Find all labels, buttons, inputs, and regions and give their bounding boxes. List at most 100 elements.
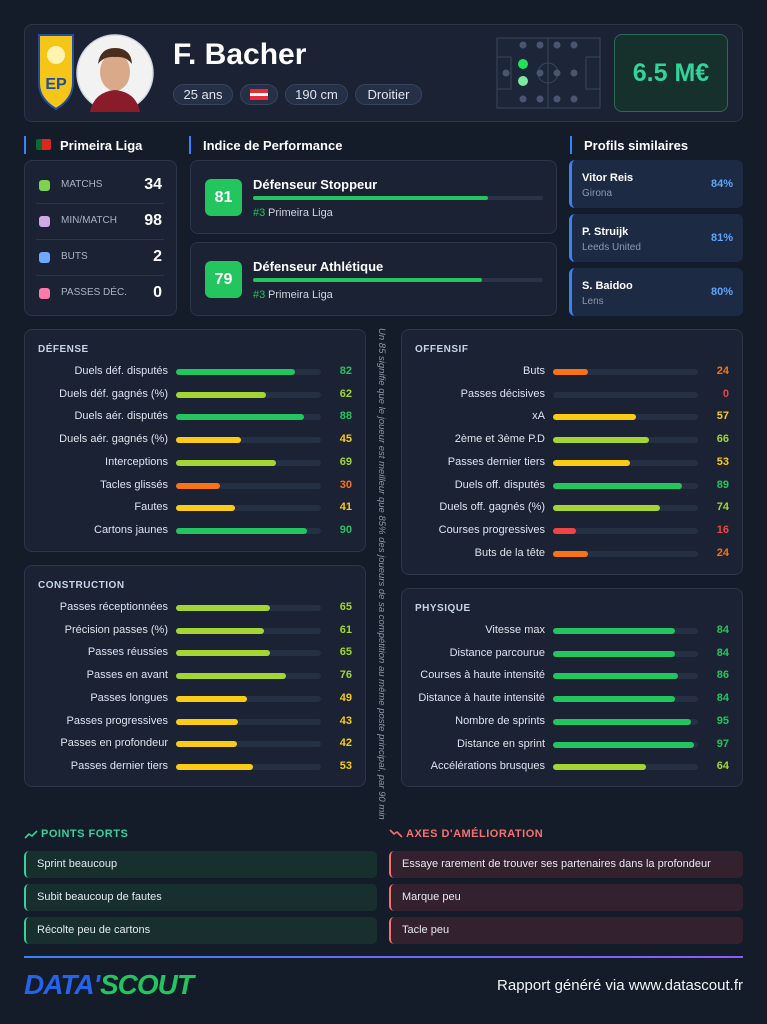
stat-icon — [39, 216, 50, 227]
rank-league: Primeira Liga — [268, 289, 333, 301]
metric-bar — [176, 763, 253, 770]
metric-value: 43 — [339, 714, 352, 727]
tag-chip: 190 cm — [285, 84, 348, 105]
list-icon — [24, 830, 38, 839]
metric-value: 65 — [339, 601, 352, 613]
metric-label: Duels aér. disputés — [74, 410, 168, 423]
metric-label: Duels déf. disputés — [74, 365, 168, 377]
metric-label: Tacles glissés — [100, 478, 168, 491]
metric-bar — [176, 482, 220, 489]
league-flag — [36, 139, 51, 150]
footer-line — [24, 956, 743, 958]
list-item: Essaye rarement de trouver ses partenair… — [389, 851, 743, 878]
role-name: Défenseur Athlétique — [253, 259, 384, 274]
metric-label: Duels off. gagnés (%) — [439, 501, 545, 514]
metric-label: Distance en sprint — [456, 737, 545, 750]
metric-value: 24 — [716, 546, 729, 559]
metric-value: 30 — [339, 478, 352, 491]
metric-value: 45 — [339, 433, 352, 446]
metric-label: Courses à haute intensité — [420, 669, 545, 682]
metric-bar — [553, 628, 675, 634]
stat-value: 34 — [144, 176, 162, 193]
logo-scout: SCOUT — [100, 969, 194, 1000]
metric-track — [176, 505, 321, 512]
similar-match: 84% — [710, 178, 733, 190]
metric-label: Passes dernier tiers — [447, 455, 545, 468]
metric-label: Passes réussies — [87, 646, 168, 659]
metric-bar — [176, 718, 239, 725]
metric-bar — [176, 527, 307, 534]
metric-track — [176, 482, 321, 489]
metric-value: 74 — [716, 501, 729, 514]
similar-card[interactable] — [569, 214, 743, 262]
stat-icon — [39, 288, 50, 299]
metric-panel — [401, 329, 743, 575]
metric-bar — [176, 437, 242, 444]
rank: #3 — [253, 207, 266, 219]
metric-label: Accélérations brusques — [430, 760, 545, 773]
similar-card[interactable] — [569, 160, 743, 208]
club-logo: EP — [38, 34, 74, 111]
list-item: Subit beaucoup de fautes — [24, 884, 377, 911]
metric-value: 69 — [339, 455, 352, 468]
metric-value: 62 — [339, 387, 352, 400]
metric-value: 88 — [339, 410, 352, 423]
metric-label: 2ème et 3ème P.D — [454, 433, 545, 446]
similar-club: Leeds United — [582, 242, 641, 253]
metric-label: Passes en avant — [86, 669, 168, 682]
metric-value: 86 — [716, 669, 729, 682]
metric-label: Duels déf. gagnés (%) — [59, 387, 168, 400]
panel-title: PHYSIQUE — [415, 603, 471, 614]
metric-value: 82 — [339, 365, 352, 377]
metric-label: Duels off. disputés — [454, 478, 545, 491]
footer-text: Rapport généré via www.datascout.fr — [497, 977, 743, 994]
similar-card[interactable] — [569, 268, 743, 316]
stat-divider — [36, 239, 164, 240]
metric-value: 49 — [339, 691, 352, 704]
metric-track — [176, 695, 321, 702]
metric-track — [553, 369, 698, 375]
metric-label: Distance à haute intensité — [418, 692, 545, 705]
list-title: AXES D'AMÉLIORATION — [406, 828, 544, 840]
metric-value: 84 — [716, 692, 729, 705]
metric-label: Passes réceptionnées — [59, 601, 168, 613]
stat-label: MATCHS — [61, 179, 103, 190]
metric-label: Passes longues — [90, 691, 168, 704]
metric-value: 76 — [339, 669, 352, 682]
metric-track — [553, 527, 698, 534]
stat-value: 2 — [153, 248, 162, 265]
metric-label: Buts — [522, 365, 545, 377]
metric-bar — [176, 673, 287, 680]
metric-value: 90 — [339, 523, 352, 536]
metric-label: Duels aér. gagnés (%) — [59, 433, 168, 446]
metric-value: 95 — [716, 714, 729, 727]
tag-chip: Droitier — [355, 84, 422, 105]
section-title: Profils similaires — [584, 138, 689, 153]
score-box: 79 — [205, 261, 242, 298]
similar-match: 80% — [710, 286, 733, 298]
metric-label: Distance parcourue — [449, 646, 545, 659]
metric-value: 0 — [722, 387, 729, 400]
similar-name: Vitor Reis — [582, 172, 634, 184]
stat-divider — [36, 203, 164, 204]
metric-value: 97 — [716, 737, 729, 750]
value-box — [614, 34, 728, 112]
metric-track — [176, 718, 321, 725]
metric-value: 41 — [339, 501, 352, 514]
list-icon — [389, 829, 403, 838]
metric-bar — [553, 527, 577, 534]
stat-icon — [39, 180, 50, 191]
metric-value: 66 — [716, 433, 729, 446]
list-item: Sprint beaucoup — [24, 851, 377, 878]
metric-label: Passes dernier tiers — [70, 759, 168, 772]
metric-bar — [553, 369, 588, 375]
list-title: POINTS FORTS — [41, 828, 129, 840]
metric-track — [176, 437, 321, 444]
metric-bar — [553, 718, 691, 725]
metric-bar — [176, 650, 271, 657]
metric-track — [176, 741, 321, 748]
metric-bar — [176, 605, 271, 611]
note: Un 85 signifie que le joueur est meilleu… — [376, 328, 387, 820]
metric-label: Cartons jaunes — [94, 523, 168, 536]
role-name: Défenseur Stoppeur — [253, 177, 378, 192]
